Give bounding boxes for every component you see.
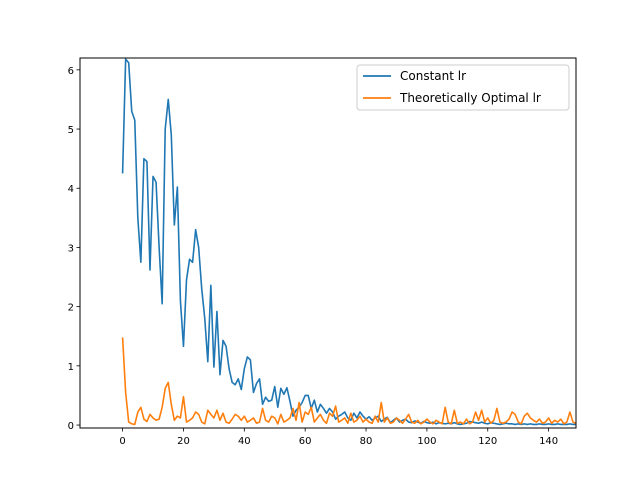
y-tick-label: 4 bbox=[68, 184, 74, 195]
y-axis: 0 1 2 3 4 5 6 bbox=[68, 66, 80, 432]
legend-label-constant-lr: Constant lr bbox=[400, 69, 466, 83]
x-axis: 0 20 40 60 80 100 120 140 bbox=[119, 428, 558, 447]
x-tick-label: 120 bbox=[478, 436, 497, 447]
x-tick-label: 60 bbox=[299, 436, 312, 447]
y-tick-label: 2 bbox=[68, 303, 74, 314]
x-tick-label: 100 bbox=[417, 436, 436, 447]
legend: Constant lr Theoretically Optimal lr bbox=[356, 64, 570, 111]
x-tick-label: 0 bbox=[119, 436, 125, 447]
y-tick-label: 3 bbox=[68, 243, 74, 254]
plot-frame bbox=[79, 57, 577, 429]
legend-box bbox=[356, 64, 570, 111]
x-tick-label: 140 bbox=[539, 436, 558, 447]
y-tick-label: 1 bbox=[68, 362, 74, 373]
legend-label-optimal-lr: Theoretically Optimal lr bbox=[399, 91, 541, 105]
x-tick-label: 80 bbox=[360, 436, 373, 447]
y-tick-label: 6 bbox=[68, 66, 74, 77]
x-tick-label: 20 bbox=[177, 436, 190, 447]
series-line-theoretically-optimal-lr bbox=[121, 337, 576, 426]
y-tick-label: 5 bbox=[68, 125, 74, 136]
x-tick-label: 40 bbox=[238, 436, 251, 447]
series-layer bbox=[121, 58, 576, 426]
y-tick-label: 0 bbox=[68, 421, 74, 432]
